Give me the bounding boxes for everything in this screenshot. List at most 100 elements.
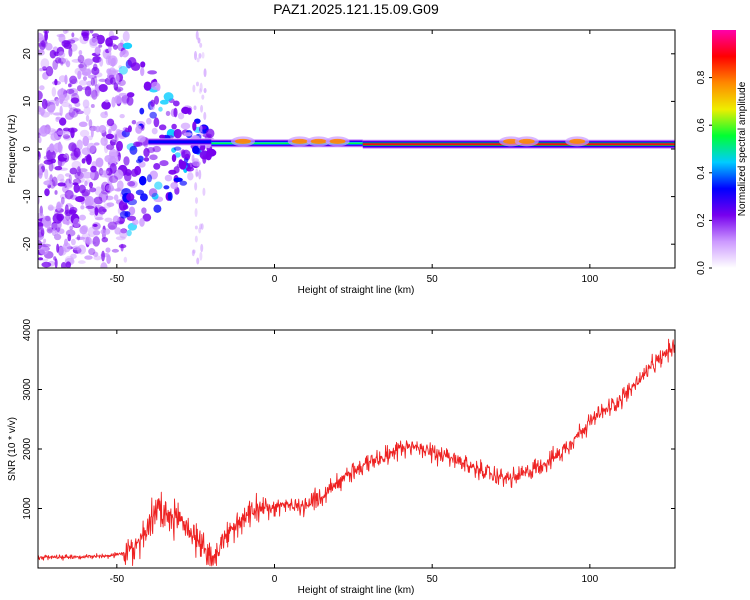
spectrogram-speckle (46, 149, 56, 161)
spectrogram-speckle (89, 30, 94, 34)
spectrogram-blob (140, 124, 145, 131)
spectrogram-speckle (123, 256, 128, 263)
spectrogram-speckle (85, 154, 92, 166)
spectrogram-speckle (77, 54, 85, 64)
spectrogram-speckle (118, 244, 127, 249)
spectrogram-speckle (38, 50, 45, 56)
spectrogram-speckle (81, 158, 86, 164)
spectrogram-speckle (99, 57, 104, 67)
snr-background (38, 330, 675, 568)
spectrogram-blob (126, 229, 132, 237)
spectrogram-speckle (51, 162, 56, 169)
spectrogram-speckle (55, 116, 62, 120)
spectrogram-blob (148, 188, 158, 198)
spectrogram-blob (163, 92, 174, 102)
spectrogram-speckle (58, 94, 65, 102)
spectrogram-streak (193, 105, 197, 111)
spectrogram-speckle (82, 68, 92, 76)
spectrogram-speckle (72, 218, 81, 228)
spectrogram-speckle (88, 181, 94, 189)
spectrogram-blob (153, 162, 161, 170)
spectrogram-speckle (93, 142, 100, 146)
spectrogram-speckle (63, 93, 71, 101)
spectrogram-blob (127, 125, 132, 133)
spectrogram-blob (146, 174, 152, 183)
spectrogram-streak (199, 251, 203, 261)
spectrogram-blob (138, 175, 147, 186)
spectrogram-speckle (112, 44, 119, 50)
spectrogram-streak (194, 208, 198, 218)
spectrogram-speckle (40, 58, 50, 70)
spectrogram-x-axis: -50 0 50 100 (110, 30, 599, 285)
spectrogram-speckle (105, 247, 111, 253)
spectrogram-blob (153, 117, 160, 128)
spectrogram-blob (149, 111, 157, 119)
spectrogram-speckle (94, 46, 101, 55)
spectrogram-speckle (87, 135, 93, 141)
spectrogram-speckle (41, 261, 52, 268)
spectrogram-speckle (86, 80, 93, 87)
colorbar-ramp (712, 30, 736, 268)
spectrogram-blob (130, 168, 139, 177)
spectrogram-speckle (114, 73, 120, 84)
spectrogram-speckle (38, 257, 44, 261)
spectrogram-blob (135, 159, 142, 164)
spectrogram-speckle (51, 228, 57, 237)
spectrogram-speckle (114, 133, 118, 143)
spectrogram-blob (158, 124, 167, 131)
spectrogram-blob (149, 154, 158, 161)
spectrogram-speckle (84, 179, 91, 184)
spectrogram-speckle (57, 153, 68, 162)
spectrogram-blob (139, 107, 145, 115)
spectrogram-speckle (100, 111, 109, 119)
spectrogram-blob (194, 147, 201, 155)
spectrogram-speckle (85, 114, 90, 122)
spectrogram-streak (195, 81, 199, 87)
spectrogram-blob (139, 193, 148, 202)
spectrogram-speckle (44, 42, 53, 51)
spectrogram-blob (126, 193, 135, 202)
spectrogram-speckle (92, 236, 100, 247)
spectrogram-blob (171, 123, 177, 130)
spectrogram-speckle (89, 211, 95, 216)
snr-series-line (38, 338, 675, 567)
spectrogram-speckle (92, 251, 99, 257)
spectrogram-speckle (70, 253, 77, 259)
spectrogram-streak (196, 257, 200, 265)
spectrogram-blob (177, 112, 185, 120)
spectrogram-speckle (38, 221, 44, 230)
spectrogram-speckle (64, 189, 74, 200)
spectrogram-speckle (65, 211, 71, 221)
spectrogram-speckle (77, 168, 88, 173)
spectrogram-panel: -50 0 50 100 -20 -10 0 10 20 Height of straight… (7, 29, 676, 296)
spectrogram-x-label: Height of straight line (km) (298, 285, 415, 296)
spectrogram-speckle (43, 180, 53, 186)
spectrogram-speckle (62, 93, 70, 101)
spectrogram-speckle (116, 140, 123, 152)
spectrogram-speckle (66, 39, 76, 44)
spectrogram-speckle (65, 229, 76, 237)
spectrogram-ridge (211, 142, 363, 144)
spectrogram-speckle (65, 220, 70, 226)
spectrogram-speckle (56, 213, 65, 221)
spectrogram-speckle (41, 243, 51, 248)
spectrogram-streak (195, 171, 199, 177)
spectrogram-streak (197, 37, 201, 44)
spectrogram-speckle (59, 99, 69, 103)
spectrogram-blob (118, 65, 128, 75)
spectrogram-speckle (61, 101, 71, 108)
colorbar-tick-label: 0.0 (696, 261, 707, 275)
spectrogram-speckle (56, 173, 65, 182)
spectrogram-streak (200, 223, 204, 230)
spectrogram-blob (151, 127, 158, 135)
spectrogram-speckle (57, 130, 66, 136)
spectrogram-speckle (68, 47, 73, 57)
spectrogram-speckle (76, 139, 83, 151)
spectrogram-speckle (77, 260, 86, 264)
spectrogram-streak (192, 249, 196, 254)
spectrogram-speckle (48, 162, 54, 172)
spectrogram-streak (199, 42, 203, 48)
spectrogram-speckle (95, 87, 100, 97)
snr-x-label: Height of straight line (km) (298, 585, 415, 596)
spectrogram-blob (143, 147, 150, 158)
